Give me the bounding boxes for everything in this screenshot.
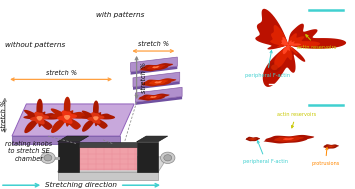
Polygon shape — [23, 99, 61, 133]
Text: 50 μm: 50 μm — [297, 178, 312, 183]
Polygon shape — [138, 94, 170, 101]
Text: Stretch (+): Stretch (+) — [315, 109, 351, 116]
Polygon shape — [246, 137, 260, 141]
Text: peripheral F-actin: peripheral F-actin — [244, 141, 288, 164]
Text: stretch %: stretch % — [1, 100, 7, 131]
Text: Pattern (-): Pattern (-) — [318, 3, 351, 9]
Polygon shape — [30, 112, 49, 125]
Polygon shape — [12, 136, 120, 144]
Circle shape — [164, 155, 172, 161]
Polygon shape — [145, 95, 162, 99]
Polygon shape — [264, 135, 314, 143]
Text: actin reservoirs: actin reservoirs — [297, 35, 337, 50]
Circle shape — [41, 152, 55, 163]
Polygon shape — [58, 172, 158, 180]
Polygon shape — [58, 142, 79, 172]
Polygon shape — [281, 37, 301, 54]
Polygon shape — [270, 25, 320, 68]
Polygon shape — [149, 80, 168, 85]
Text: Pattern (+): Pattern (+) — [315, 97, 351, 104]
Text: Stretch (+): Stretch (+) — [315, 15, 351, 22]
Polygon shape — [58, 157, 168, 172]
Polygon shape — [81, 101, 115, 132]
Text: stretch %: stretch % — [138, 41, 169, 47]
Circle shape — [268, 62, 281, 73]
Polygon shape — [12, 104, 134, 136]
Circle shape — [271, 65, 278, 70]
Polygon shape — [326, 145, 336, 148]
Polygon shape — [141, 78, 176, 86]
Text: 50 μm: 50 μm — [319, 19, 334, 24]
Polygon shape — [135, 96, 182, 105]
Polygon shape — [323, 144, 339, 149]
Polygon shape — [133, 81, 180, 90]
Polygon shape — [150, 96, 157, 98]
Polygon shape — [273, 136, 304, 142]
Polygon shape — [137, 136, 168, 142]
Polygon shape — [147, 65, 165, 70]
Text: with patterns: with patterns — [95, 12, 144, 18]
Polygon shape — [251, 138, 254, 140]
Polygon shape — [37, 116, 43, 121]
Text: protrusions: protrusions — [311, 147, 339, 166]
Polygon shape — [58, 136, 89, 142]
Text: 50 μm: 50 μm — [297, 85, 312, 90]
Polygon shape — [64, 115, 70, 120]
Polygon shape — [329, 146, 333, 147]
Polygon shape — [154, 81, 162, 83]
Circle shape — [160, 152, 175, 163]
Polygon shape — [131, 66, 178, 75]
Polygon shape — [57, 110, 77, 124]
Polygon shape — [137, 142, 158, 172]
Polygon shape — [133, 72, 180, 87]
Text: rotating knobs
to stretch SE
chamber: rotating knobs to stretch SE chamber — [5, 141, 52, 162]
Polygon shape — [248, 138, 257, 140]
Text: stretch %: stretch % — [45, 70, 77, 76]
Text: stretch %: stretch % — [141, 62, 147, 93]
Text: actin reservoirs: actin reservoirs — [277, 112, 316, 128]
Polygon shape — [79, 147, 137, 170]
Text: Stretching direction: Stretching direction — [45, 182, 118, 188]
Polygon shape — [135, 87, 182, 102]
Text: without patterns: without patterns — [5, 42, 65, 48]
Polygon shape — [139, 63, 173, 71]
Polygon shape — [93, 116, 99, 120]
Polygon shape — [255, 9, 346, 87]
Polygon shape — [87, 112, 104, 124]
Polygon shape — [131, 57, 178, 72]
Polygon shape — [152, 66, 159, 68]
Polygon shape — [283, 138, 294, 140]
Text: peripheral F-actin: peripheral F-actin — [245, 51, 290, 78]
Polygon shape — [50, 97, 89, 133]
Circle shape — [44, 155, 52, 161]
Polygon shape — [79, 142, 137, 147]
